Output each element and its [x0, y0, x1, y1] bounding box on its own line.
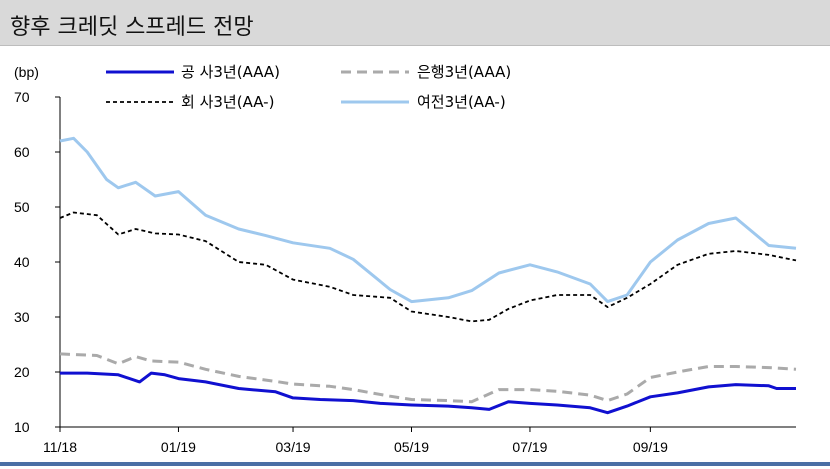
x-tick-label: 07/19: [512, 439, 547, 455]
page-title: 향후 크레딧 스프레드 전망: [10, 15, 254, 40]
series-line-0: [60, 371, 796, 415]
chart-axes: (bp) 70 60 50 40 30 20 10 11/18 01/19 03/19 05/19 07…: [14, 64, 796, 455]
x-tick-label: 01/19: [161, 439, 196, 455]
y-tick-label: 50: [14, 199, 30, 215]
legend-label-1: 은행3년(AAA): [417, 63, 511, 81]
x-tick-label: 03/19: [276, 439, 311, 455]
bottom-rule: [0, 462, 830, 466]
y-tick-label: 10: [14, 419, 30, 435]
chart-series: [59, 136, 797, 415]
y-tick-label: 20: [14, 364, 30, 380]
y-tick-label: 40: [14, 254, 30, 270]
series-line-2: [59, 211, 797, 323]
legend-label-0: 공 사3년(AAA): [181, 63, 280, 81]
series-line-3: [59, 136, 797, 304]
title-bar: 향후 크레딧 스프레드 전망: [0, 0, 830, 46]
x-tick-label: 05/19: [394, 439, 429, 455]
series-line-1: [59, 352, 797, 404]
chart-legend: 공 사3년(AAA) 은행3년(AAA) 회 사3년(AA-) 여전3년(AA-): [106, 63, 511, 111]
y-axis-unit-label: (bp): [14, 64, 39, 80]
y-tick-label: 30: [14, 309, 30, 325]
legend-label-2: 회 사3년(AA-): [181, 93, 274, 111]
y-tick-label: 60: [14, 144, 30, 160]
x-tick-label: 09/19: [633, 439, 668, 455]
x-tick-label: 11/18: [43, 439, 77, 455]
y-tick-label: 70: [14, 89, 30, 105]
legend-label-3: 여전3년(AA-): [417, 93, 506, 111]
